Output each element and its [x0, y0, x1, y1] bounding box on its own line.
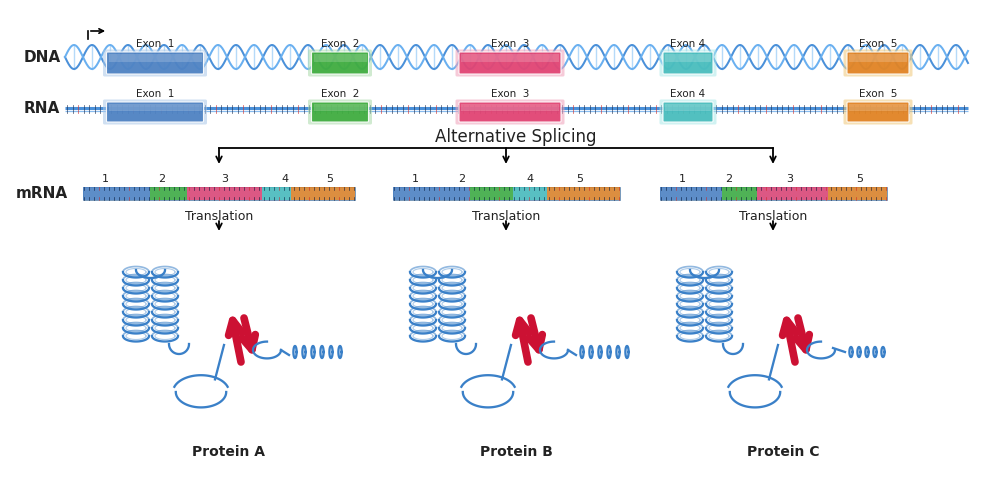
- FancyBboxPatch shape: [308, 100, 372, 125]
- Text: 5: 5: [327, 174, 334, 184]
- FancyBboxPatch shape: [659, 100, 717, 125]
- FancyBboxPatch shape: [103, 49, 207, 77]
- Text: Exon  1: Exon 1: [136, 39, 174, 49]
- Text: 4: 4: [526, 174, 533, 184]
- Text: Protein A: Protein A: [193, 445, 265, 459]
- Bar: [722, 186, 758, 199]
- Text: Exon  3: Exon 3: [491, 89, 529, 99]
- FancyBboxPatch shape: [312, 52, 368, 74]
- Text: RNA: RNA: [24, 101, 61, 115]
- FancyBboxPatch shape: [456, 100, 564, 125]
- FancyBboxPatch shape: [308, 49, 372, 77]
- Text: Protein B: Protein B: [480, 445, 552, 459]
- FancyBboxPatch shape: [843, 49, 913, 77]
- Text: 5: 5: [577, 174, 584, 184]
- FancyBboxPatch shape: [847, 52, 909, 74]
- Text: 1: 1: [411, 174, 418, 184]
- Text: 2: 2: [726, 174, 733, 184]
- Bar: [849, 54, 907, 62]
- Bar: [660, 186, 887, 199]
- FancyBboxPatch shape: [663, 52, 713, 74]
- Bar: [665, 54, 711, 62]
- Text: Exon  5: Exon 5: [859, 39, 898, 49]
- Text: 2: 2: [159, 174, 166, 184]
- FancyBboxPatch shape: [459, 102, 561, 122]
- Bar: [83, 186, 355, 199]
- Bar: [470, 186, 513, 199]
- Text: 4: 4: [281, 174, 289, 184]
- Text: Exon  2: Exon 2: [321, 39, 359, 49]
- Text: Translation: Translation: [185, 210, 253, 223]
- FancyBboxPatch shape: [456, 49, 564, 77]
- Text: Exon  5: Exon 5: [859, 89, 898, 99]
- Text: Exon  3: Exon 3: [491, 39, 529, 49]
- Bar: [827, 186, 887, 199]
- Text: 1: 1: [101, 174, 108, 184]
- Text: Translation: Translation: [472, 210, 540, 223]
- Text: DNA: DNA: [24, 49, 61, 65]
- FancyBboxPatch shape: [312, 102, 368, 122]
- FancyBboxPatch shape: [106, 102, 204, 122]
- Bar: [665, 104, 711, 111]
- Bar: [314, 104, 366, 111]
- Bar: [108, 54, 202, 62]
- Bar: [393, 186, 620, 199]
- Bar: [187, 186, 262, 199]
- FancyBboxPatch shape: [103, 100, 207, 125]
- Text: Protein C: Protein C: [747, 445, 819, 459]
- Bar: [393, 186, 470, 199]
- FancyBboxPatch shape: [659, 49, 717, 77]
- Bar: [849, 104, 907, 111]
- Bar: [513, 186, 546, 199]
- FancyBboxPatch shape: [106, 52, 204, 74]
- Text: Alternative Splicing: Alternative Splicing: [435, 128, 597, 146]
- Text: 3: 3: [786, 174, 793, 184]
- FancyBboxPatch shape: [847, 102, 909, 122]
- Bar: [262, 186, 291, 199]
- Text: 5: 5: [857, 174, 864, 184]
- Bar: [291, 186, 355, 199]
- Text: Exon 4: Exon 4: [670, 89, 706, 99]
- Bar: [461, 104, 559, 111]
- Bar: [150, 186, 187, 199]
- Text: mRNA: mRNA: [16, 185, 69, 201]
- Bar: [461, 54, 559, 62]
- Text: Exon 4: Exon 4: [670, 39, 706, 49]
- FancyBboxPatch shape: [663, 102, 713, 122]
- Bar: [83, 186, 150, 199]
- Text: 2: 2: [459, 174, 466, 184]
- FancyBboxPatch shape: [459, 52, 561, 74]
- FancyBboxPatch shape: [843, 100, 913, 125]
- Text: 3: 3: [221, 174, 228, 184]
- Text: Exon  2: Exon 2: [321, 89, 359, 99]
- Bar: [314, 54, 366, 62]
- Bar: [546, 186, 620, 199]
- Text: Translation: Translation: [739, 210, 807, 223]
- Bar: [660, 186, 722, 199]
- Text: 1: 1: [678, 174, 685, 184]
- Text: Exon  1: Exon 1: [136, 89, 174, 99]
- Bar: [758, 186, 827, 199]
- Bar: [108, 104, 202, 111]
